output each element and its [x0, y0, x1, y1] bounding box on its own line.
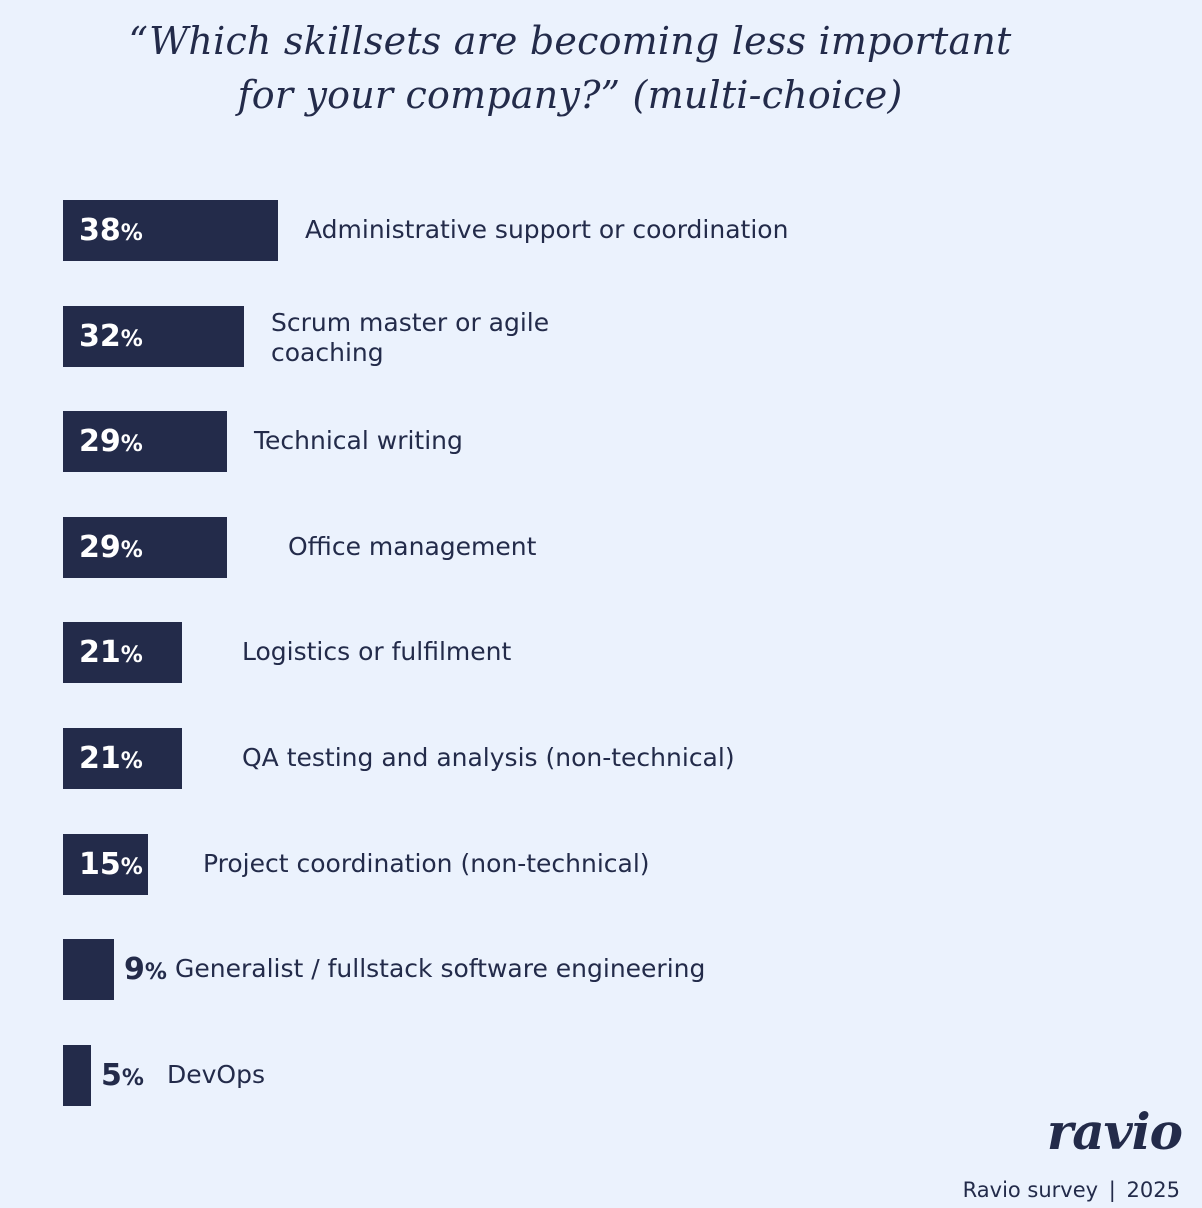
- category-label: Office management: [288, 531, 537, 561]
- chart-title: “Which skillsets are becoming less impor…: [0, 14, 1140, 122]
- category-label: QA testing and analysis (non-technical): [242, 743, 735, 772]
- bar: [63, 728, 182, 789]
- bar: [63, 939, 114, 1001]
- bar: [63, 305, 244, 367]
- footer-year: 2025: [1126, 1178, 1180, 1202]
- category-label: Scrum master or agile coaching: [271, 307, 550, 367]
- category-label: Logistics or fulfilment: [242, 637, 512, 667]
- bar-value-label: 5%: [101, 1057, 144, 1093]
- category-label: Generalist / fullstack software engineer…: [175, 954, 706, 984]
- bar: [63, 411, 227, 473]
- footer-source-name: Ravio survey: [962, 1178, 1099, 1202]
- footer-separator: |: [1108, 1178, 1116, 1202]
- bar-value-label: 15%: [79, 846, 143, 882]
- bar-value-label: 21%: [79, 741, 143, 776]
- bar-value-label: 38%: [79, 213, 143, 248]
- bar: [63, 516, 227, 578]
- bar-value-label: 21%: [79, 635, 143, 671]
- bar-value-label: 29%: [79, 529, 143, 565]
- category-label: Technical writing: [254, 426, 463, 456]
- ravio-logo: ravio: [1046, 1102, 1183, 1161]
- bar: [63, 622, 182, 684]
- category-label: Project coordination (non-technical): [203, 848, 650, 878]
- category-label: DevOps: [167, 1059, 265, 1089]
- title-line-1: “Which skillsets are becoming less impor…: [128, 19, 1012, 63]
- title-line-2: for your company?” (multi-choice): [237, 73, 903, 117]
- bar-value-label: 9%: [124, 952, 167, 988]
- category-label: Administrative support or coordination: [305, 215, 789, 244]
- bar: [63, 200, 278, 261]
- bar: [63, 1044, 91, 1106]
- bar-value-label: 29%: [79, 424, 143, 460]
- bar: [63, 833, 148, 895]
- footer-source: Ravio survey | 2025: [963, 1178, 1180, 1202]
- bar-value-label: 32%: [79, 318, 143, 354]
